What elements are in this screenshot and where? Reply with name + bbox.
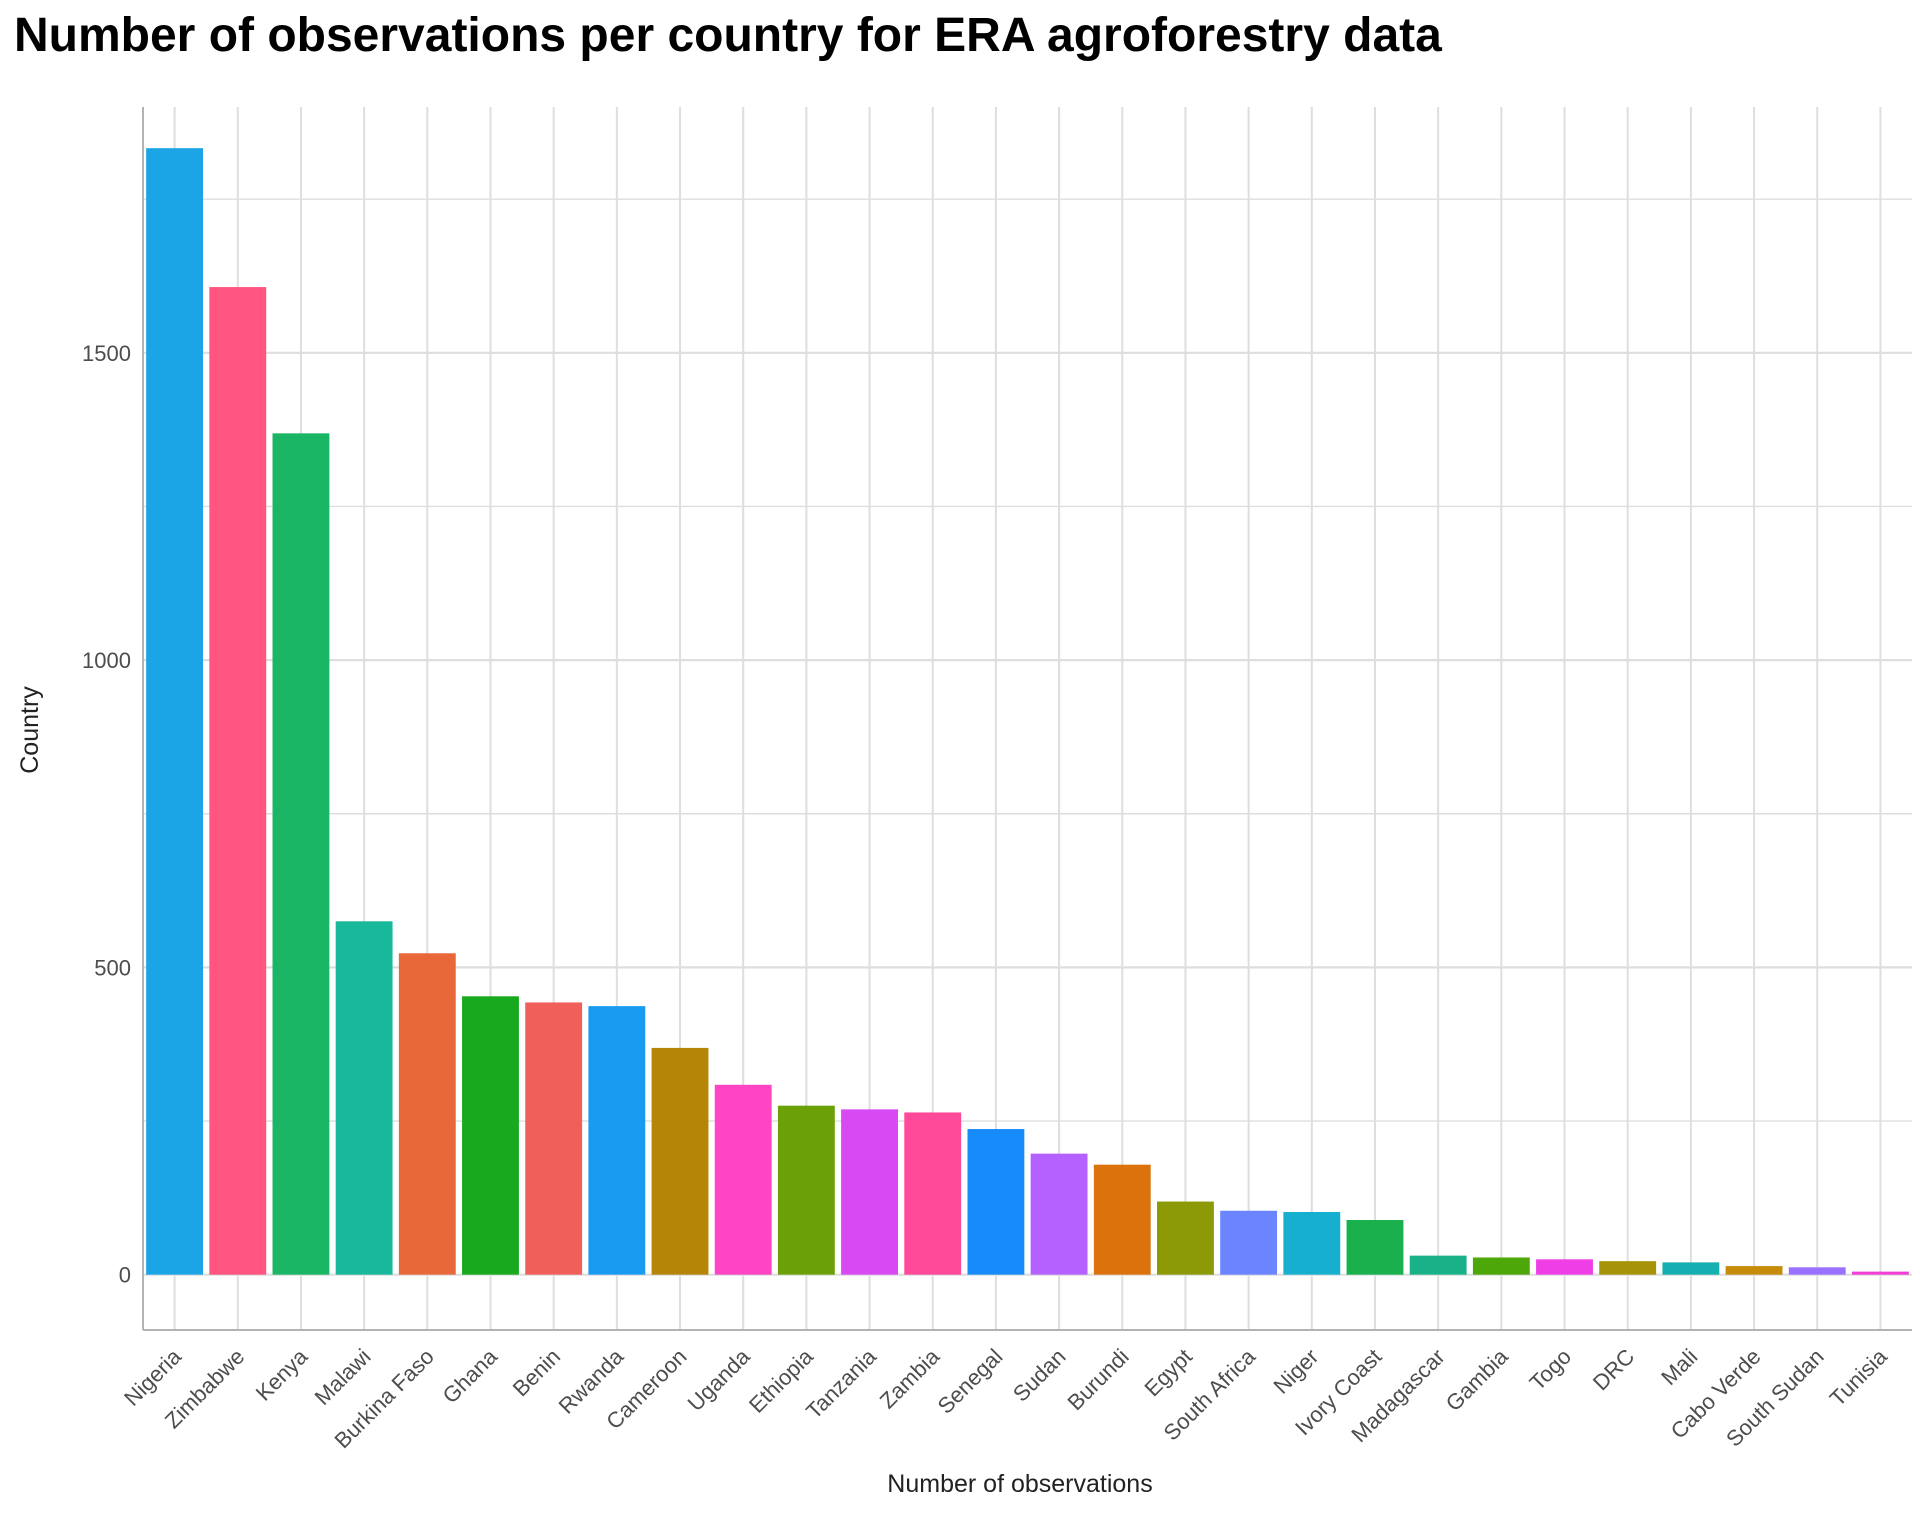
bar-togo — [1536, 1259, 1593, 1275]
y-tick-label: 1000 — [82, 648, 131, 673]
bar-rwanda — [588, 1006, 646, 1275]
x-tick-label: Niger — [1268, 1344, 1323, 1399]
bar-zimbabwe — [209, 287, 267, 1275]
chart-title: Number of observations per country for E… — [14, 9, 1442, 62]
x-tick-label: Kenya — [251, 1343, 313, 1405]
bar-benin — [525, 1002, 583, 1275]
bar-ethiopia — [777, 1105, 835, 1275]
x-tick-label: Tunisia — [1825, 1343, 1893, 1411]
axis-lines — [142, 107, 1912, 1331]
bar-ghana — [462, 996, 519, 1275]
x-tick-label: Tanzania — [801, 1343, 881, 1423]
bar-burkina-faso — [398, 953, 456, 1275]
bar-zambia — [904, 1112, 962, 1275]
bar-kenya — [272, 433, 330, 1275]
bar-cameroon — [651, 1047, 709, 1275]
y-tick-labels: 0 500 1000 1500 — [82, 341, 131, 1288]
bar-south-sudan — [1788, 1267, 1846, 1275]
bar-malawi — [335, 921, 393, 1275]
bar-mali — [1662, 1262, 1720, 1275]
bar-nigeria — [146, 148, 204, 1275]
x-tick-label: Uganda — [683, 1343, 756, 1416]
x-tick-label: DRC — [1588, 1344, 1639, 1395]
x-tick-label: Gambia — [1441, 1343, 1514, 1416]
bar-sudan — [1030, 1153, 1088, 1275]
bar-drc — [1599, 1261, 1657, 1275]
bar-cabo-verde — [1725, 1266, 1783, 1275]
bar-ivory-coast — [1346, 1219, 1404, 1275]
x-tick-label: Benin — [508, 1344, 565, 1401]
bar-burundi — [1093, 1164, 1151, 1275]
x-tick-label: Ghana — [438, 1343, 503, 1408]
y-tick-label: 1500 — [82, 341, 131, 366]
x-tick-label: Togo — [1525, 1344, 1576, 1395]
bar-tunisia — [1851, 1271, 1909, 1275]
bars — [146, 148, 1909, 1275]
bar-senegal — [967, 1129, 1025, 1275]
x-tick-label: Egypt — [1140, 1344, 1197, 1401]
bar-tanzania — [841, 1109, 898, 1275]
x-tick-label: Mali — [1656, 1344, 1702, 1390]
y-tick-label: 500 — [94, 955, 131, 980]
y-tick-label: 0 — [119, 1263, 131, 1288]
bar-gambia — [1472, 1257, 1530, 1275]
bar-madagascar — [1409, 1255, 1467, 1275]
bar-uganda — [714, 1084, 772, 1275]
bar-niger — [1283, 1212, 1341, 1275]
x-axis-title: Number of observations — [887, 1470, 1152, 1498]
x-tick-label: Burundi — [1062, 1344, 1133, 1415]
x-tick-label: Sudan — [1008, 1344, 1071, 1407]
x-tick-label: Senegal — [933, 1344, 1008, 1419]
y-axis-title: Country — [16, 686, 44, 774]
bar-egypt — [1157, 1201, 1214, 1275]
bar-south-africa — [1220, 1210, 1278, 1275]
